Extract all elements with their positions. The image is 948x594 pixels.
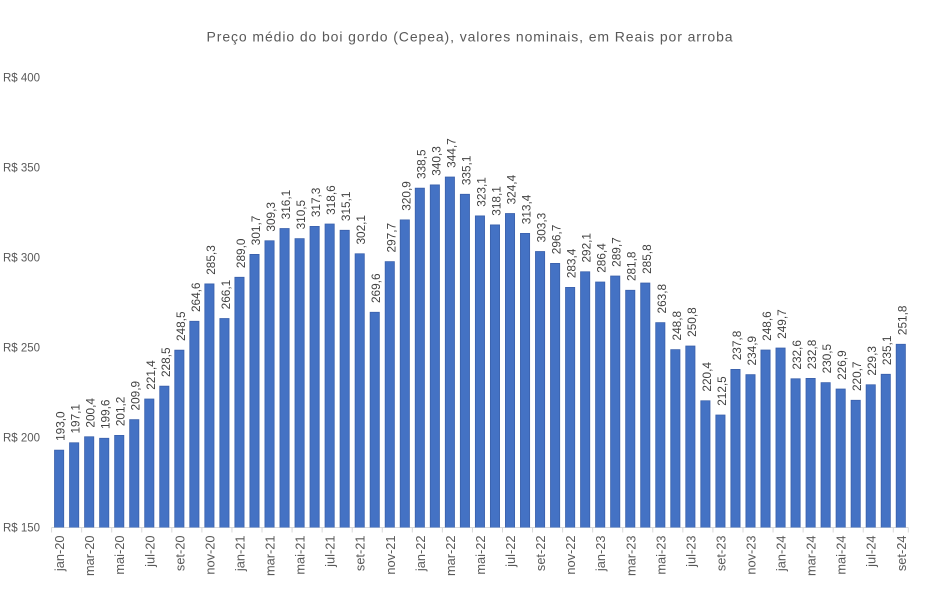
svg-text:mai-20: mai-20 xyxy=(112,536,127,575)
svg-text:266,1: 266,1 xyxy=(219,280,233,310)
svg-text:mai-21: mai-21 xyxy=(293,536,308,575)
svg-text:jul-23: jul-23 xyxy=(683,536,698,568)
svg-text:269,6: 269,6 xyxy=(369,273,383,303)
svg-text:R$ 200: R$ 200 xyxy=(3,433,40,445)
svg-text:340,3: 340,3 xyxy=(429,146,443,176)
svg-text:301,7: 301,7 xyxy=(249,216,263,246)
svg-text:344,7: 344,7 xyxy=(444,138,458,168)
svg-text:310,5: 310,5 xyxy=(294,199,308,229)
svg-text:232,8: 232,8 xyxy=(805,339,819,369)
svg-text:jan-24: jan-24 xyxy=(774,536,789,573)
svg-text:226,9: 226,9 xyxy=(835,350,849,380)
svg-text:235,1: 235,1 xyxy=(880,336,894,366)
svg-text:R$ 150: R$ 150 xyxy=(3,523,40,535)
svg-text:193,0: 193,0 xyxy=(54,411,68,441)
svg-text:220,7: 220,7 xyxy=(850,362,864,392)
svg-text:197,1: 197,1 xyxy=(69,404,83,434)
svg-text:281,8: 281,8 xyxy=(625,251,639,281)
svg-text:jan-22: jan-22 xyxy=(413,536,428,573)
svg-text:313,4: 313,4 xyxy=(520,194,534,224)
svg-text:nov-20: nov-20 xyxy=(202,536,217,575)
svg-text:mai-24: mai-24 xyxy=(834,536,849,575)
svg-text:set-23: set-23 xyxy=(713,536,728,572)
svg-text:323,1: 323,1 xyxy=(474,177,488,207)
svg-text:289,7: 289,7 xyxy=(610,237,624,267)
svg-text:338,5: 338,5 xyxy=(414,149,428,179)
svg-text:R$ 350: R$ 350 xyxy=(3,163,40,175)
svg-text:309,3: 309,3 xyxy=(264,202,278,232)
svg-text:mar-21: mar-21 xyxy=(263,536,278,577)
svg-text:297,7: 297,7 xyxy=(384,223,398,253)
svg-text:251,8: 251,8 xyxy=(895,305,909,335)
svg-text:jan-20: jan-20 xyxy=(52,536,67,573)
svg-text:199,6: 199,6 xyxy=(99,399,113,429)
svg-text:302,1: 302,1 xyxy=(354,215,368,245)
svg-text:set-20: set-20 xyxy=(172,536,187,572)
svg-text:234,9: 234,9 xyxy=(745,336,759,366)
svg-text:Preço médio do boi gordo (Cepe: Preço médio do boi gordo (Cepea), valore… xyxy=(207,29,734,45)
svg-text:220,4: 220,4 xyxy=(700,362,714,392)
svg-text:292,1: 292,1 xyxy=(580,233,594,263)
svg-text:229,3: 229,3 xyxy=(865,346,879,376)
svg-text:317,3: 317,3 xyxy=(309,187,323,217)
svg-text:set-21: set-21 xyxy=(353,536,368,572)
svg-text:228,5: 228,5 xyxy=(159,347,173,377)
svg-text:289,0: 289,0 xyxy=(234,238,248,268)
svg-text:nov-22: nov-22 xyxy=(563,536,578,575)
svg-text:285,3: 285,3 xyxy=(204,245,218,275)
svg-text:209,9: 209,9 xyxy=(129,381,143,411)
svg-text:mar-20: mar-20 xyxy=(82,536,97,577)
svg-text:jul-21: jul-21 xyxy=(323,536,338,568)
svg-text:nov-23: nov-23 xyxy=(744,536,759,575)
svg-text:201,2: 201,2 xyxy=(114,397,128,427)
svg-text:264,6: 264,6 xyxy=(189,282,203,312)
svg-text:nov-21: nov-21 xyxy=(383,536,398,575)
svg-text:263,8: 263,8 xyxy=(655,283,669,313)
svg-text:248,5: 248,5 xyxy=(174,311,188,341)
svg-text:jul-24: jul-24 xyxy=(864,536,879,568)
svg-text:303,3: 303,3 xyxy=(535,212,549,242)
svg-text:jul-22: jul-22 xyxy=(503,536,518,568)
svg-text:200,4: 200,4 xyxy=(84,398,98,428)
svg-text:mar-22: mar-22 xyxy=(443,536,458,577)
svg-text:221,4: 221,4 xyxy=(144,360,158,390)
svg-text:R$ 250: R$ 250 xyxy=(3,343,40,355)
svg-text:318,6: 318,6 xyxy=(324,185,338,215)
svg-text:230,5: 230,5 xyxy=(820,343,834,373)
svg-text:285,8: 285,8 xyxy=(640,244,654,274)
svg-text:mai-22: mai-22 xyxy=(473,536,488,575)
svg-text:286,4: 286,4 xyxy=(595,243,609,273)
svg-text:mar-24: mar-24 xyxy=(804,536,819,577)
svg-text:250,8: 250,8 xyxy=(685,307,699,337)
svg-text:316,1: 316,1 xyxy=(279,190,293,220)
svg-text:mar-23: mar-23 xyxy=(623,536,638,577)
svg-text:jan-21: jan-21 xyxy=(232,536,247,573)
svg-text:315,1: 315,1 xyxy=(339,192,353,222)
svg-text:335,1: 335,1 xyxy=(459,156,473,186)
svg-text:jan-23: jan-23 xyxy=(593,536,608,573)
svg-text:R$ 400: R$ 400 xyxy=(3,73,40,85)
svg-text:set-24: set-24 xyxy=(894,536,909,572)
svg-text:mai-23: mai-23 xyxy=(653,536,668,575)
svg-text:set-22: set-22 xyxy=(533,536,548,572)
svg-text:248,6: 248,6 xyxy=(760,311,774,341)
svg-text:249,7: 249,7 xyxy=(775,309,789,339)
svg-text:283,4: 283,4 xyxy=(565,248,579,278)
svg-text:324,4: 324,4 xyxy=(505,174,519,204)
svg-text:237,8: 237,8 xyxy=(730,330,744,360)
svg-text:318,1: 318,1 xyxy=(489,186,503,216)
svg-text:296,7: 296,7 xyxy=(550,225,564,255)
svg-text:212,5: 212,5 xyxy=(715,376,729,406)
svg-text:248,8: 248,8 xyxy=(670,310,684,340)
svg-text:232,6: 232,6 xyxy=(790,340,804,370)
svg-text:R$ 300: R$ 300 xyxy=(3,253,40,265)
svg-text:320,9: 320,9 xyxy=(399,181,413,211)
svg-text:jul-20: jul-20 xyxy=(142,536,157,568)
